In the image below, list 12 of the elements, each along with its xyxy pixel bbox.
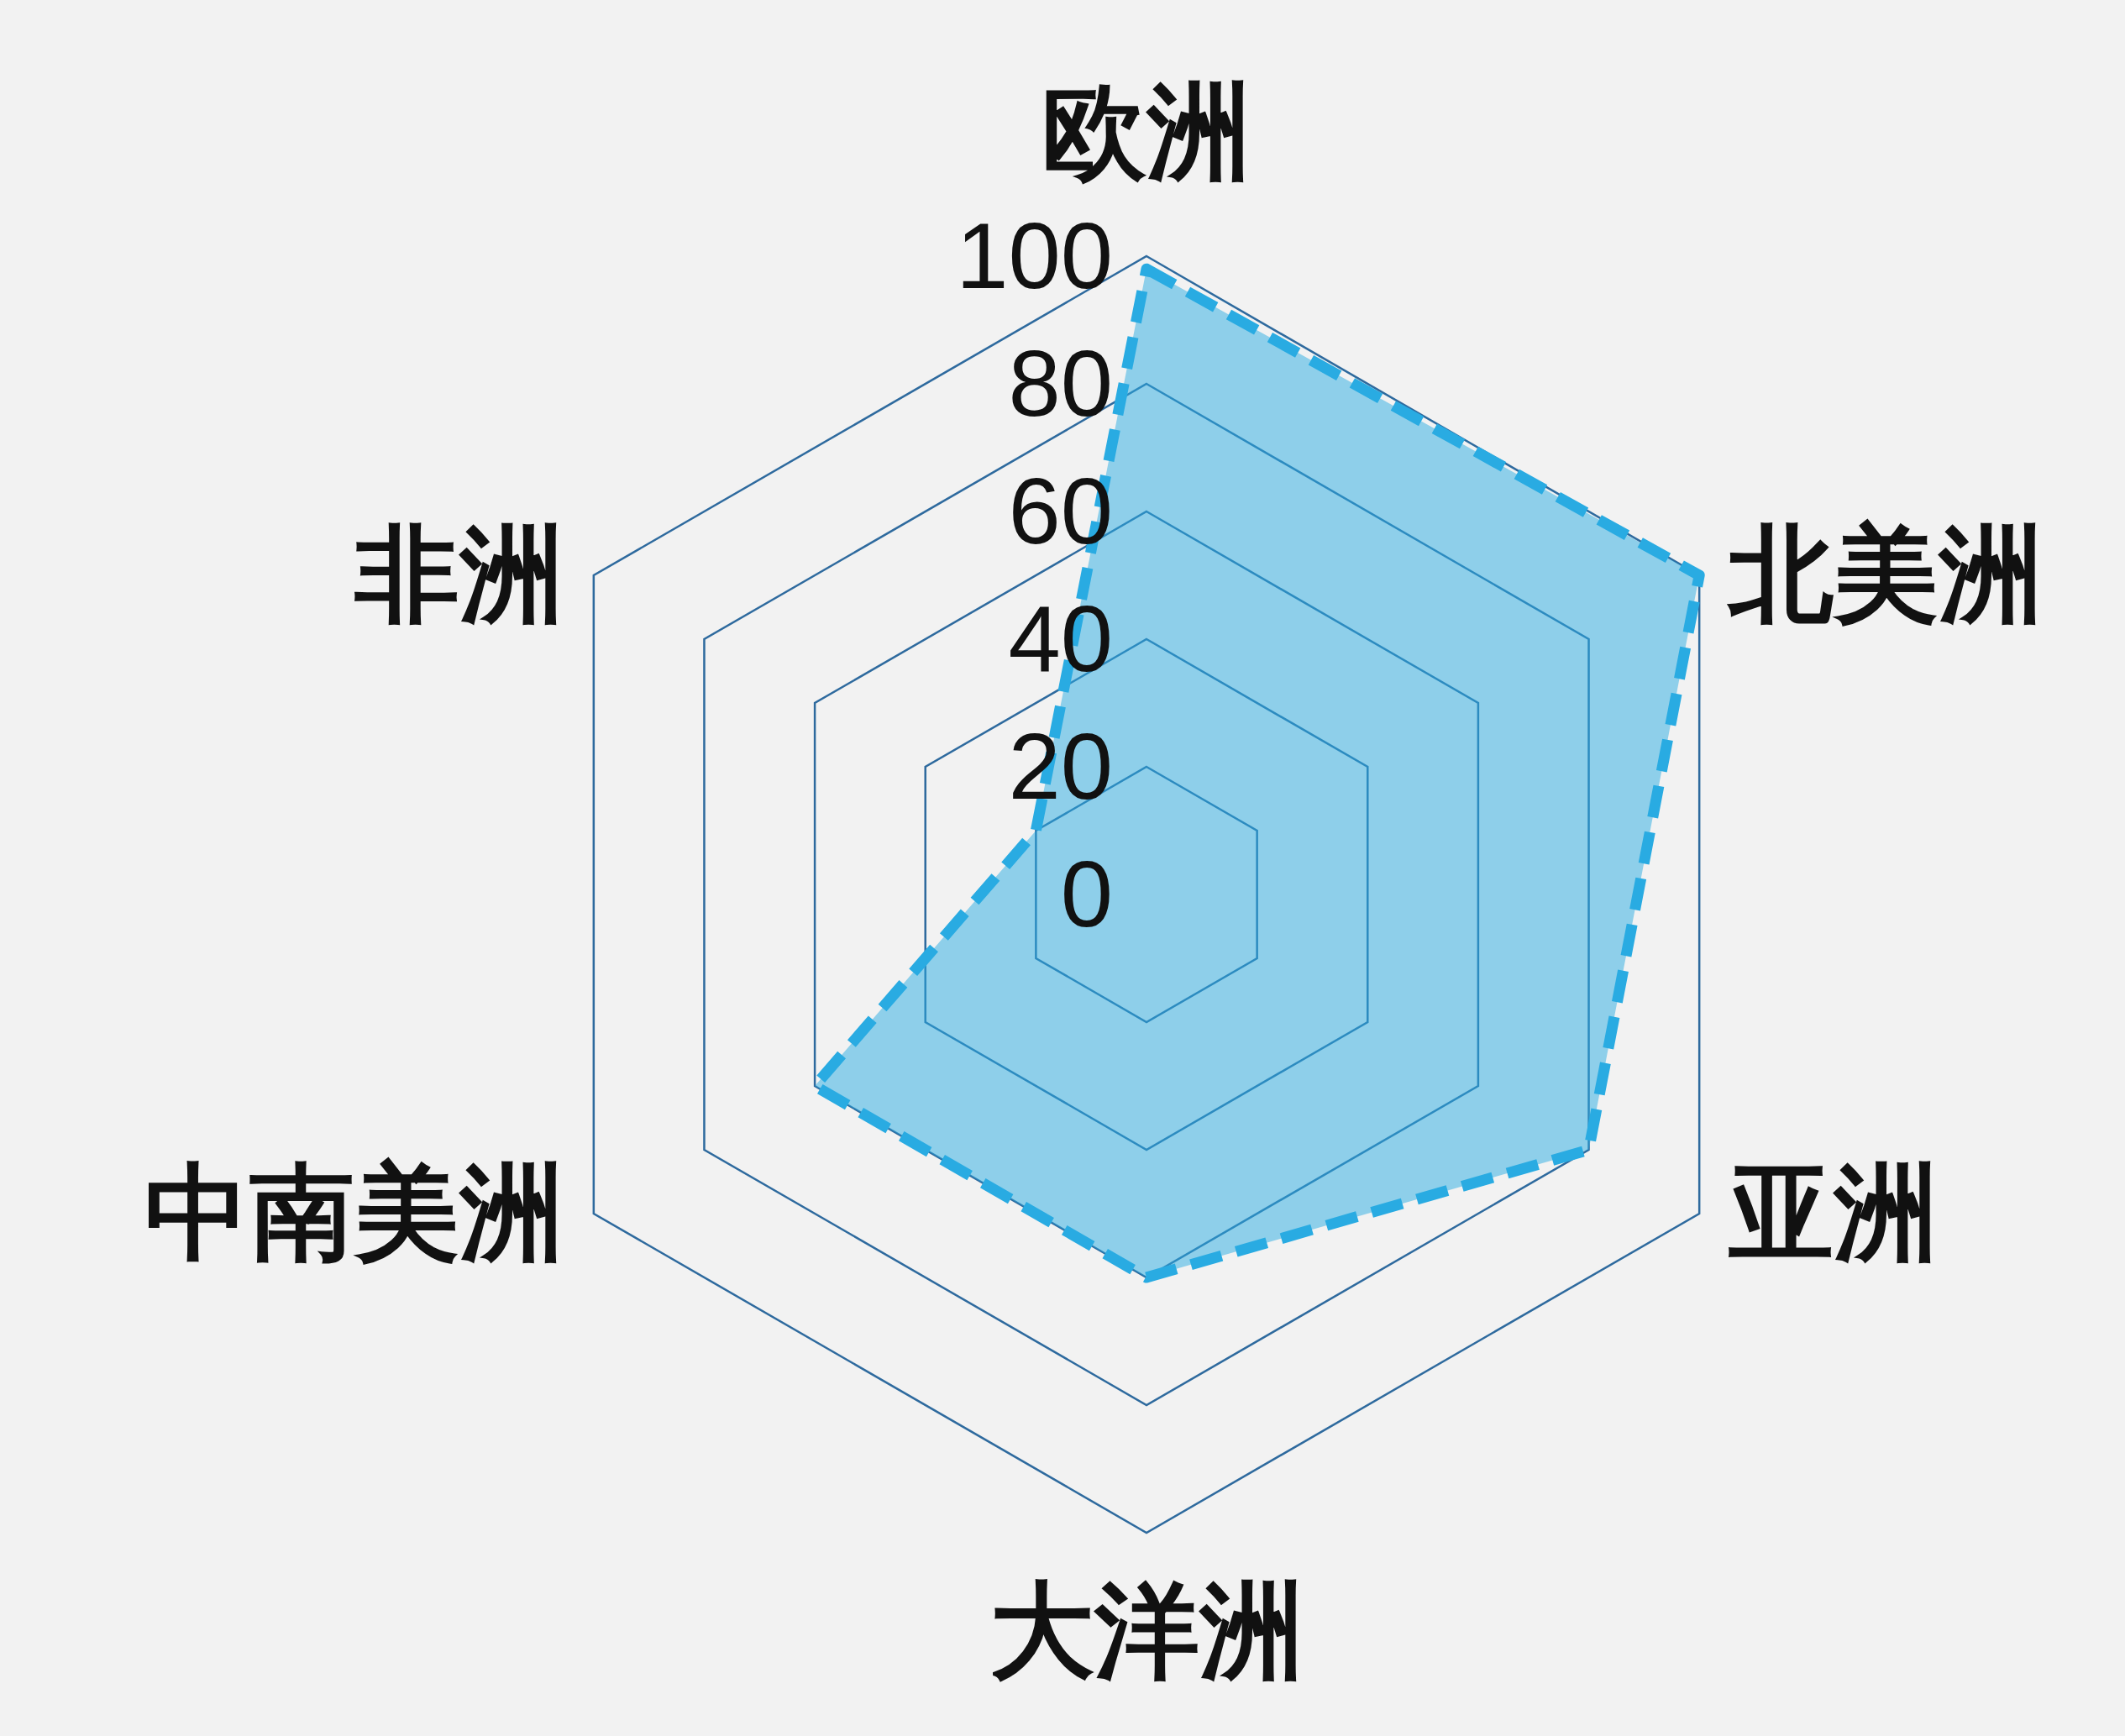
y-tick-label: 40 — [1008, 586, 1113, 691]
spoke-label: 中南美洲 — [144, 1154, 564, 1271]
spoke-label: 亚洲 — [1728, 1154, 1939, 1271]
y-tick-label: 60 — [1008, 459, 1113, 564]
y-tick-label: 20 — [1008, 714, 1113, 819]
spoke-label: 大洋洲 — [989, 1572, 1304, 1689]
y-tick-label: 80 — [1008, 331, 1113, 436]
spoke-label: 非洲 — [353, 516, 564, 632]
spoke-label: 北美洲 — [1726, 516, 2044, 632]
spoke-label: 欧洲 — [1042, 73, 1251, 190]
y-tick-label: 0 — [1060, 842, 1113, 947]
y-tick-label: 100 — [956, 203, 1113, 308]
